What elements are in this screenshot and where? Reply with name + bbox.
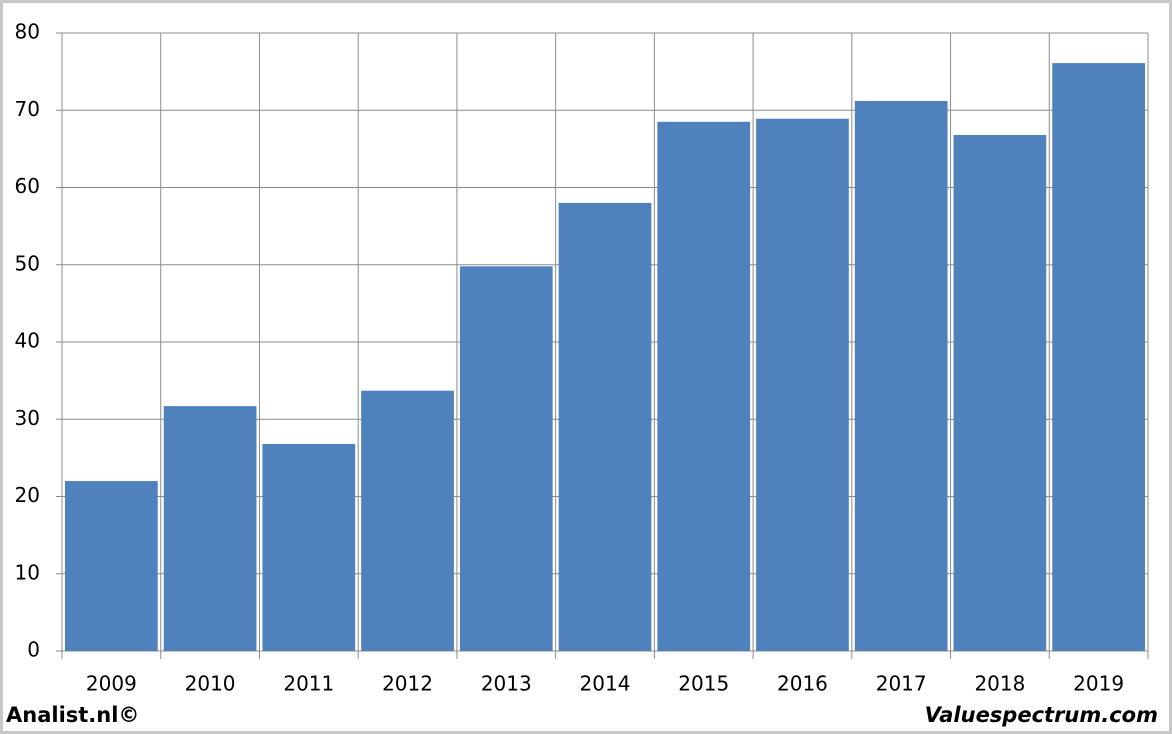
y-tick-label: 20 [15,483,40,507]
x-tick-label: 2013 [481,672,532,696]
x-tick-label: 2016 [777,672,828,696]
x-tick-label: 2015 [678,672,729,696]
x-tick-label: 2017 [876,672,927,696]
credit-left: Analist.nl© [6,703,139,727]
bar [558,202,652,651]
x-tick-label: 2009 [86,672,137,696]
y-tick-label: 30 [15,406,40,430]
bar [361,390,454,651]
bar [65,481,158,651]
bar [1052,63,1145,651]
bar [756,118,849,651]
bar [854,100,948,652]
x-tick-label: 2010 [185,672,236,696]
bar [262,443,356,651]
x-tick-label: 2018 [974,672,1025,696]
x-tick-label: 2014 [580,672,631,696]
y-tick-label: 70 [15,97,40,121]
bar [459,266,553,651]
y-tick-label: 60 [15,174,40,198]
bar [163,406,257,651]
x-tick-label: 2019 [1073,672,1124,696]
y-tick-label: 0 [27,638,40,662]
bar [953,134,1047,652]
credit-right: Valuespectrum.com [925,703,1158,727]
y-tick-label: 10 [15,560,40,584]
y-tick-label: 50 [15,251,40,275]
bar [657,121,751,651]
y-tick-label: 80 [15,20,40,44]
x-tick-label: 2011 [283,672,334,696]
y-tick-label: 40 [15,329,40,353]
x-tick-label: 2012 [382,672,433,696]
